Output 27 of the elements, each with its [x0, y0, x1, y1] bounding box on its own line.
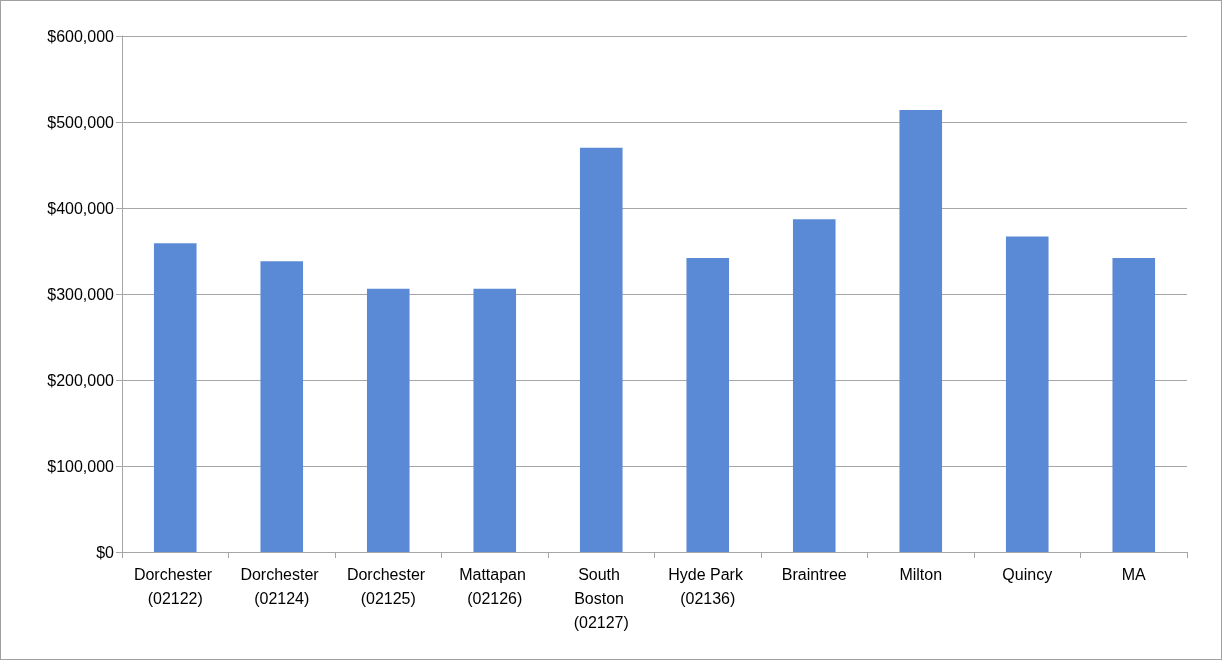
x-tick-label: Dorchester (02122) [133, 565, 217, 607]
y-tick-label: $600,000 [47, 27, 115, 45]
bar [1005, 236, 1049, 552]
bar [579, 147, 623, 552]
bar [260, 261, 304, 552]
x-tick-label: Dorchester (02125) [346, 565, 430, 607]
x-tick-label: Mattapan (02126) [459, 565, 531, 607]
y-tick-label: $300,000 [47, 285, 115, 303]
y-tick-label: $200,000 [47, 371, 115, 389]
x-tick-label: South Boston (02127) [573, 565, 629, 631]
x-tick-label: Quincy [1002, 565, 1053, 583]
x-tick-label: Dorchester (02124) [240, 565, 324, 607]
x-tick-label: Milton [899, 565, 943, 583]
y-tick-label: $100,000 [47, 457, 115, 475]
bar [899, 109, 943, 552]
bar [473, 288, 517, 552]
bar [686, 257, 730, 552]
bar [1112, 257, 1156, 552]
bar [366, 288, 410, 552]
bar [153, 243, 197, 552]
x-tick-label: Braintree [781, 565, 847, 583]
y-tick-label: $0 [96, 543, 115, 561]
y-tick-label: $400,000 [47, 199, 115, 217]
bar [792, 219, 836, 552]
x-tick-label: MA [1121, 565, 1147, 583]
x-tick-label: Hyde Park (02136) [668, 565, 748, 607]
y-tick-label: $500,000 [47, 113, 115, 131]
